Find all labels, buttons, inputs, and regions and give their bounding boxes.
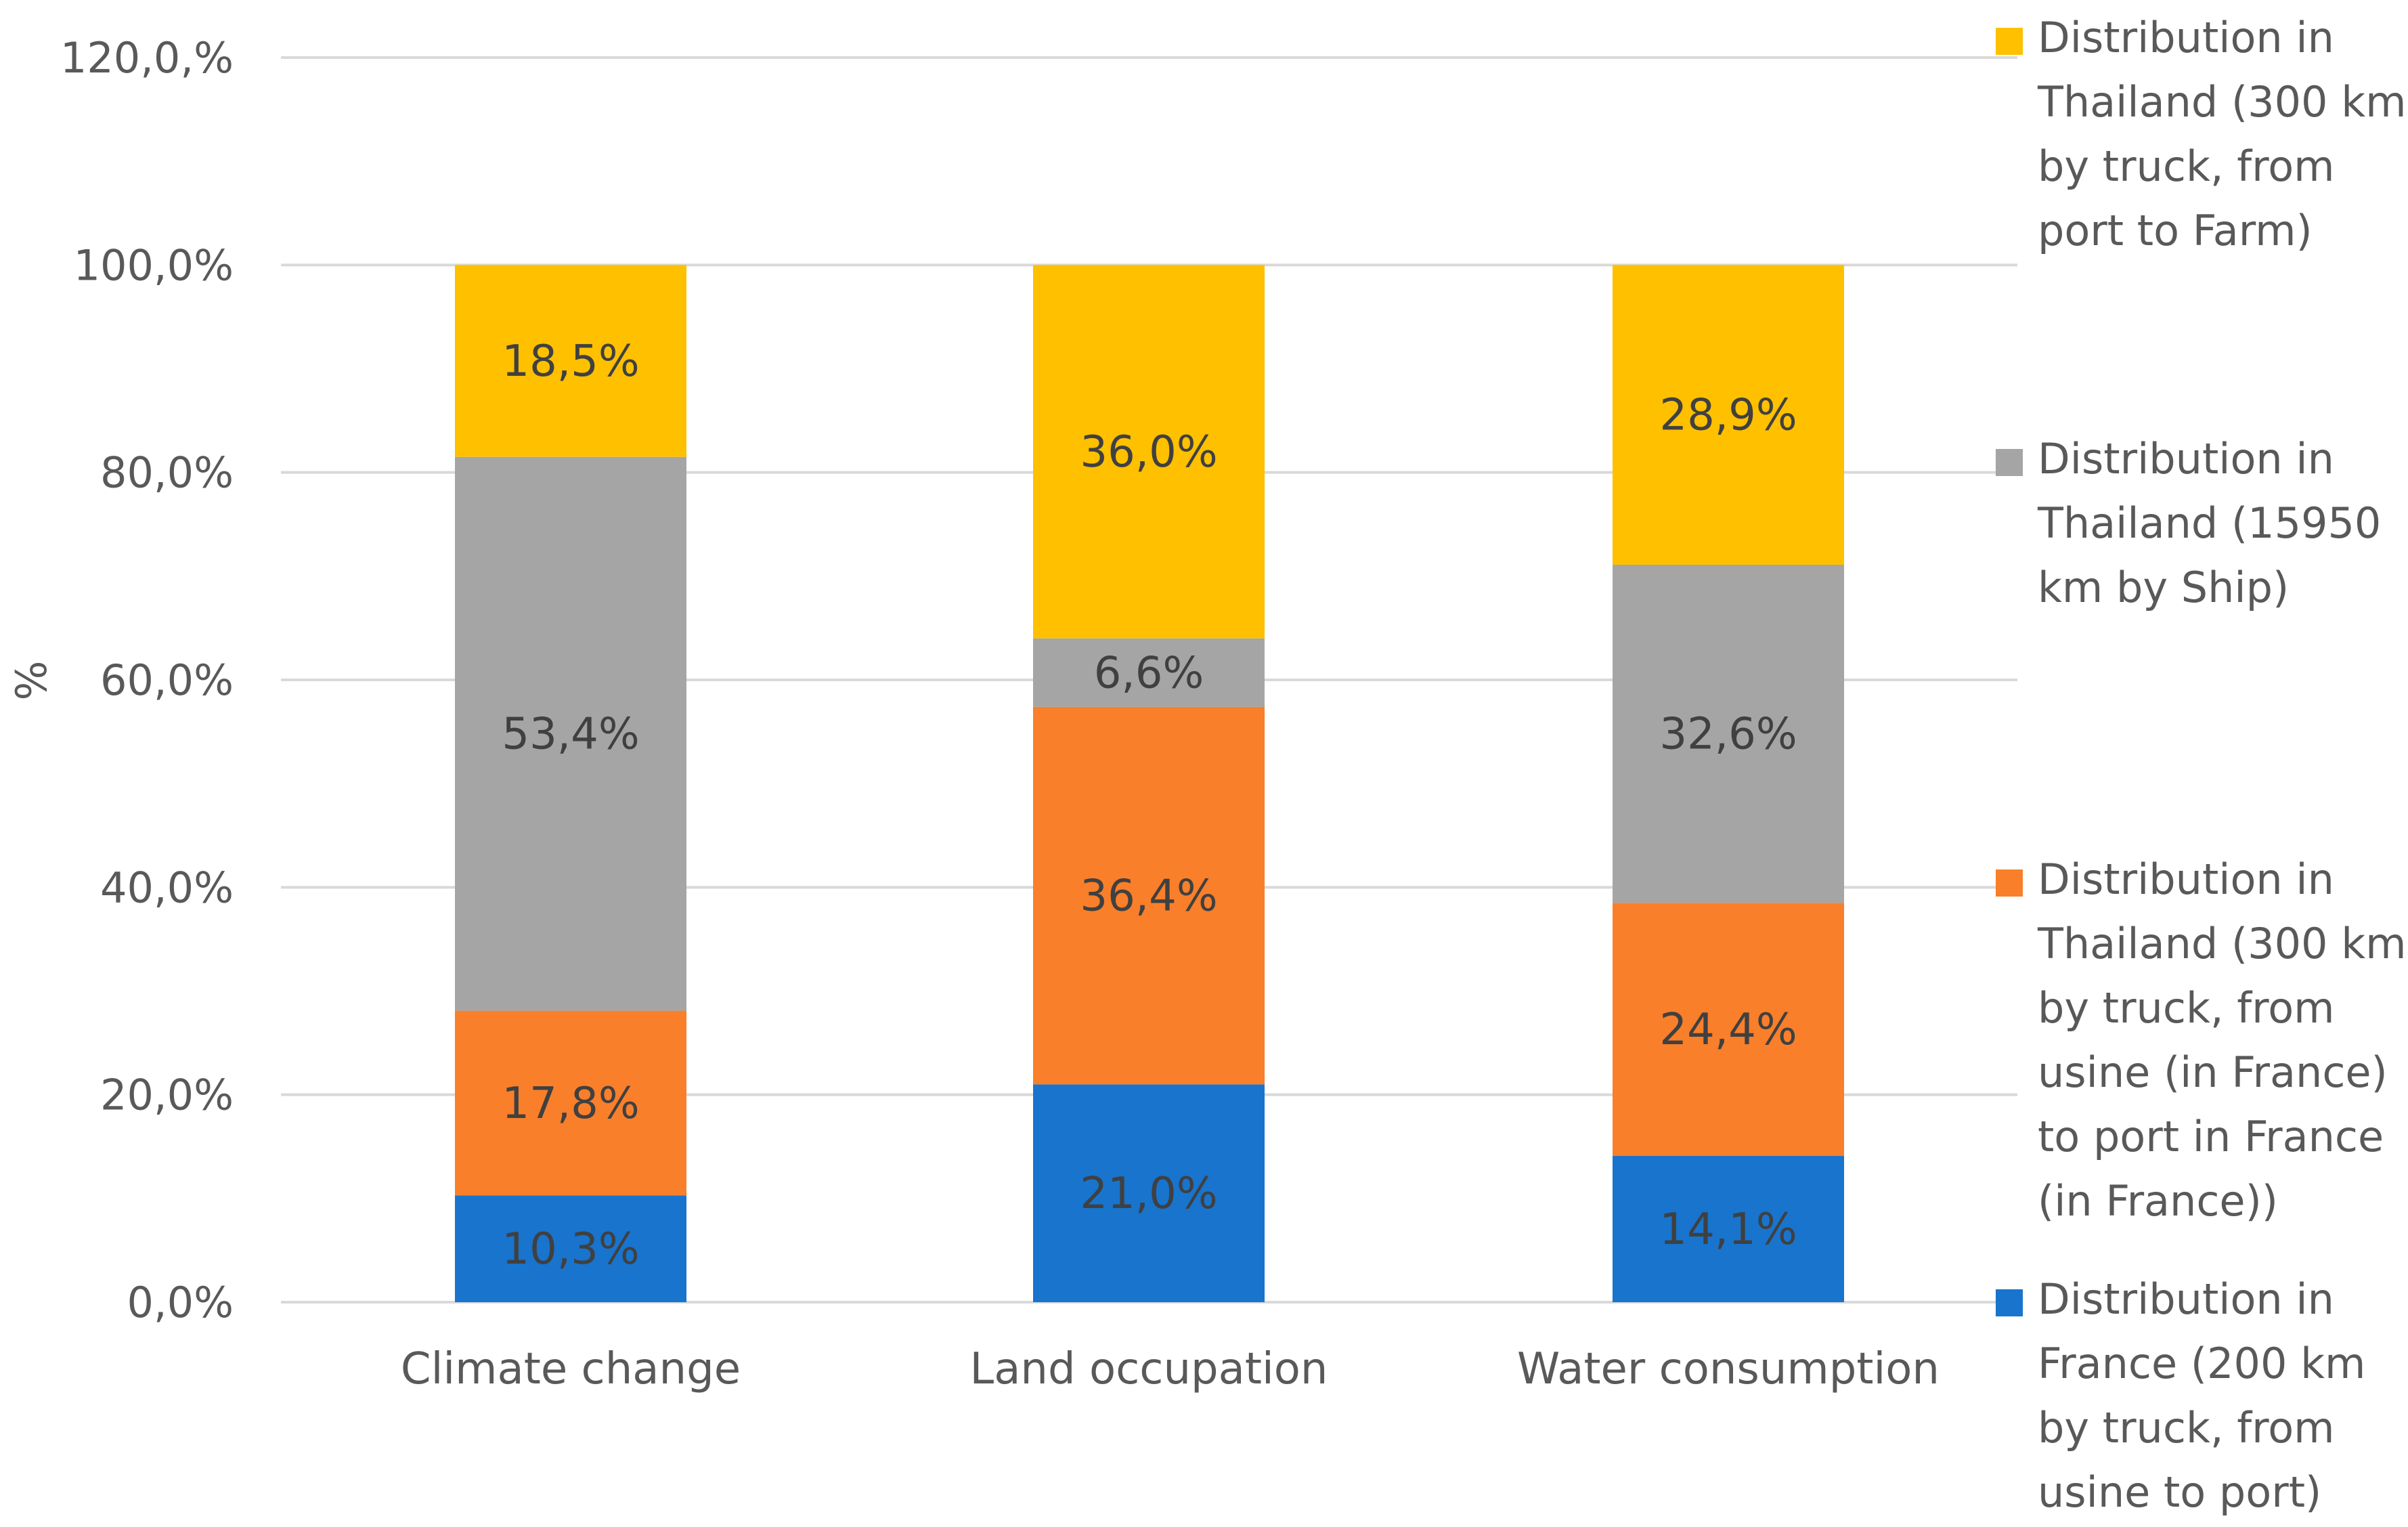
bar-segment [1613,265,1844,565]
bar-segment [1033,638,1265,707]
y-axis-label: % [7,661,56,701]
bar-segment [1613,903,1844,1157]
data-label: 18,5% [502,337,639,387]
legend-label: port to Farm) [2038,206,2313,255]
legend-label: Distribution in [2038,13,2334,62]
data-label: 17,8% [502,1079,639,1129]
legend: Distribution in Thailand (300 km by truck,… [1996,13,2407,1517]
legend-label: by truck, from [2038,983,2335,1033]
legend-swatch [1996,1289,2023,1316]
legend-label: Distribution in [2038,434,2334,483]
legend-label: usine to port) [2038,1467,2321,1517]
y-tick-label: 100,0% [74,240,234,290]
legend-label: by truck, from [2038,1403,2335,1453]
bar-segment [455,456,686,1011]
legend-label: usine (in France) [2038,1048,2388,1097]
data-label: 21,0% [1080,1169,1217,1219]
bar-segment [1033,706,1265,1085]
bar-segment [1613,1156,1844,1302]
legend-label: Distribution in [2038,855,2334,904]
data-label: 53,4% [502,710,639,760]
legend-label: (in France)) [2038,1176,2278,1226]
legend-swatch [1996,449,2023,476]
data-label: 36,0% [1080,427,1217,477]
y-tick-label: 80,0% [100,448,234,498]
legend-label: Thailand (300 km [2037,77,2407,127]
legend-label: by truck, from [2038,142,2335,191]
legend-label: France (200 km [2038,1339,2365,1388]
y-axis-tick-labels: 0,0% 20,0% 40,0% 60,0% 80,0% 100,0% 120,0,% [60,33,234,1327]
data-label: 10,3% [502,1224,639,1274]
y-tick-label: 120,0,% [60,33,234,83]
legend-label: Distribution in [2038,1274,2334,1324]
category-label: Water consumption [1517,1344,1940,1394]
y-tick-label: 60,0% [100,655,234,705]
y-tick-label: 20,0% [100,1071,234,1120]
legend-swatch [1996,28,2023,55]
data-label: 14,1% [1659,1205,1797,1255]
bar-segment [455,1010,686,1196]
bar-segment [1033,265,1265,639]
bar-segment [1033,1084,1265,1302]
legend-label: to port in France [2038,1112,2384,1161]
legend-label: Thailand (300 km [2037,919,2407,968]
y-tick-label: 0,0% [127,1278,234,1327]
data-labels: 10,3% 17,8% 53,4% 18,5% 21,0% 36,4% 6,6% 36,0% 1… [502,337,1797,1274]
category-label: Land occupation [970,1344,1328,1394]
bar-segment [1613,564,1844,903]
y-tick-label: 40,0% [100,863,234,912]
legend-label: km by Ship) [2038,563,2289,612]
data-label: 32,6% [1659,710,1797,760]
bar-segment [455,265,686,457]
data-label: 24,4% [1659,1005,1797,1055]
bars [455,265,1844,1302]
legend-label: Thailand (15950 [2037,498,2381,548]
data-label: 6,6% [1094,648,1204,698]
data-label: 28,9% [1659,391,1797,441]
legend-swatch [1996,869,2023,897]
category-labels: Climate change Land occupation Water consu… [401,1344,1940,1394]
data-label: 36,4% [1080,872,1217,922]
bar-segment [455,1195,686,1302]
category-label: Climate change [401,1344,741,1394]
